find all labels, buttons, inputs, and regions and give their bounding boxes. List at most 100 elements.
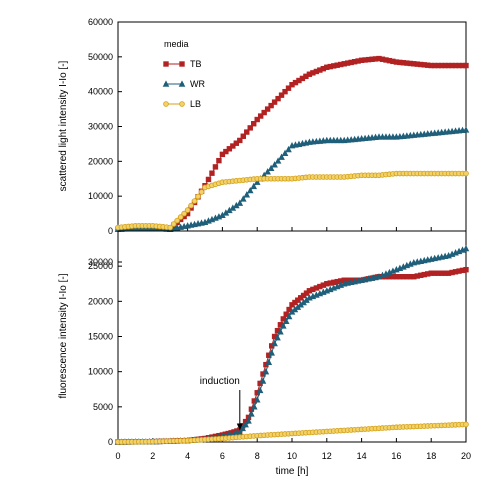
legend-label: TB bbox=[190, 59, 202, 69]
legend-label: LB bbox=[190, 99, 201, 109]
top-y-axis: 0 10000 20000 30000 40000 50000 60000 bbox=[88, 17, 467, 236]
x-tick-label: 10 bbox=[287, 451, 297, 461]
top-point-LB bbox=[463, 170, 469, 177]
x-tick-label: 8 bbox=[255, 451, 260, 461]
x-tick-label: 16 bbox=[391, 451, 401, 461]
bottom-point-WR bbox=[277, 328, 284, 335]
top-point-TB bbox=[285, 85, 292, 91]
bottom-series-group bbox=[114, 244, 470, 445]
top-series-group bbox=[114, 55, 470, 232]
top-point-TB bbox=[271, 99, 278, 105]
bottom-point-WR bbox=[462, 244, 470, 252]
top-y-tick-label: 10000 bbox=[88, 191, 113, 201]
bottom-point-WR bbox=[259, 377, 267, 384]
induction-label: induction bbox=[200, 376, 240, 387]
x-tick-label: 18 bbox=[426, 451, 436, 461]
top-point-TB bbox=[251, 121, 257, 127]
x-tick-label: 6 bbox=[220, 451, 225, 461]
top-point-LB bbox=[170, 221, 177, 227]
bottom-series-LB bbox=[115, 421, 469, 445]
bottom-point-WR bbox=[265, 358, 273, 365]
top-point-TB bbox=[240, 133, 246, 139]
bottom-point-WR bbox=[285, 312, 293, 320]
bottom-y-tick-label: 10000 bbox=[88, 367, 113, 377]
top-point-TB bbox=[237, 137, 243, 144]
top-point-TB bbox=[282, 88, 288, 95]
top-point-TB bbox=[278, 92, 285, 98]
bottom-point-WR bbox=[271, 339, 278, 347]
top-point-WR bbox=[267, 164, 275, 171]
top-point-WR bbox=[239, 195, 247, 202]
bottom-series-TB bbox=[115, 266, 469, 445]
legend-marker bbox=[162, 80, 170, 87]
top-point-LB bbox=[181, 210, 187, 217]
induction-arrow-head bbox=[236, 423, 243, 431]
top-point-TB bbox=[261, 109, 267, 116]
top-y-tick-label: 40000 bbox=[88, 87, 113, 97]
x-axis: 0 2 4 6 8 10 12 14 16 18 20 bbox=[115, 438, 471, 461]
x-tick-label: 4 bbox=[185, 451, 190, 461]
bottom-point-WR bbox=[280, 322, 287, 329]
top-point-TB bbox=[205, 176, 212, 183]
top-point-WR bbox=[462, 126, 470, 133]
top-chart-panel: 0 10000 20000 30000 40000 50000 60000 media TB… bbox=[58, 17, 470, 236]
top-point-WR bbox=[264, 168, 271, 175]
bottom-point-WR bbox=[282, 317, 290, 324]
bottom-point-WR bbox=[245, 417, 252, 424]
x-axis-label: time [h] bbox=[276, 466, 309, 477]
legend-marker bbox=[163, 101, 169, 107]
top-plot-frame bbox=[117, 21, 467, 232]
top-point-TB bbox=[216, 157, 222, 164]
top-point-TB bbox=[233, 140, 240, 146]
top-point-LB bbox=[191, 198, 198, 204]
top-point-WR bbox=[285, 145, 292, 153]
top-y-tick-label: 60000 bbox=[88, 17, 113, 27]
x-tick-label: 12 bbox=[322, 451, 332, 461]
bottom-point-WR bbox=[253, 396, 261, 403]
bottom-line-TB bbox=[118, 269, 467, 443]
top-point-WR bbox=[253, 178, 261, 185]
top-y-tick-label: 50000 bbox=[88, 52, 113, 62]
top-point-LB bbox=[188, 202, 194, 209]
top-y-tick-label: 0 bbox=[108, 226, 113, 236]
bottom-y-tick-label: 15000 bbox=[88, 332, 113, 342]
bottom-point-WR bbox=[251, 403, 258, 410]
top-point-LB bbox=[177, 214, 184, 220]
bottom-point-WR bbox=[242, 420, 249, 428]
top-point-TB bbox=[247, 125, 253, 131]
legend-marker bbox=[163, 61, 169, 67]
top-series-WR bbox=[114, 126, 470, 232]
top-point-LB bbox=[198, 189, 205, 195]
top-point-TB bbox=[212, 164, 219, 170]
x-tick-label: 2 bbox=[150, 451, 155, 461]
top-point-WR bbox=[281, 149, 289, 157]
legend-marker bbox=[178, 80, 186, 87]
bottom-point-LB bbox=[463, 421, 469, 428]
bottom-y-tick-label: 25000 bbox=[88, 261, 113, 271]
x-tick-label: 20 bbox=[461, 451, 471, 461]
top-legend: media TB WR LB bbox=[162, 39, 205, 109]
top-point-WR bbox=[250, 182, 258, 190]
top-series-LB bbox=[115, 170, 469, 231]
top-point-WR bbox=[246, 186, 254, 194]
top-point-TB bbox=[230, 143, 236, 149]
bottom-point-WR bbox=[262, 368, 270, 375]
bottom-y-axis-label: fluorescence intensity I-Io [-] bbox=[58, 273, 69, 398]
top-point-TB bbox=[275, 95, 281, 102]
top-point-TB bbox=[223, 148, 229, 155]
top-point-LB bbox=[174, 217, 180, 224]
x-tick-label: 14 bbox=[357, 451, 367, 461]
top-point-TB bbox=[254, 116, 260, 123]
top-point-TB bbox=[268, 102, 274, 109]
legend-marker bbox=[179, 101, 185, 107]
legend-item-TB: TB bbox=[163, 59, 202, 69]
top-point-WR bbox=[271, 161, 278, 168]
bottom-point-WR bbox=[239, 424, 246, 432]
top-point-TB bbox=[463, 62, 469, 69]
top-point-WR bbox=[274, 157, 282, 164]
top-point-WR bbox=[243, 191, 251, 198]
top-point-TB bbox=[264, 106, 271, 112]
